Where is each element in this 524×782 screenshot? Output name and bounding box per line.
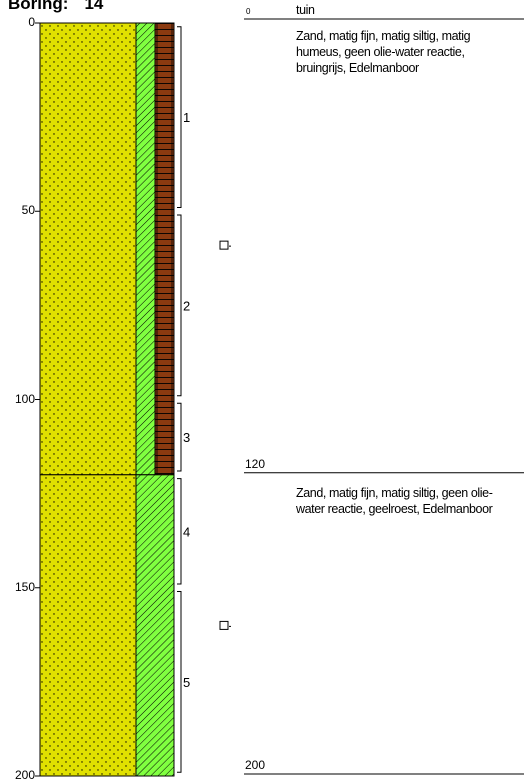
square-marker-icon [219,620,229,630]
soil-layer [39,22,175,476]
observation-marker [219,620,231,630]
square-marker-icon [219,240,229,250]
sample-number: 1 [183,110,190,125]
layer-sand-pattern [40,23,136,475]
layer-humus-pattern [155,23,174,475]
layer-top-depth: 0 [246,7,251,16]
boring-title-label: Boring: [8,0,69,13]
sample-bracket [177,402,182,472]
sample-number: 5 [183,675,190,690]
layer-sand-pattern [40,474,136,776]
boring-title: Boring: 14 [8,0,103,14]
sample-number: 2 [183,298,190,313]
layer-bottom-depth: 200 [245,758,266,772]
depth-tick-label: 50 [21,203,35,218]
sample-interval: 1 [177,26,190,208]
sample-number: 3 [183,430,190,445]
sample-bracket [177,214,182,397]
sample-interval: 2 [177,214,190,397]
layer-bottom-depth: 120 [245,456,266,471]
layer-silt-pattern [136,23,155,475]
sample-bracket [177,26,182,208]
soil-layer [39,474,175,777]
boring-number: 14 [84,0,104,13]
observation-marker [219,240,231,250]
sample-bracket [177,591,182,773]
sample-interval: 5 [177,591,190,773]
depth-tick-label: 0 [28,15,35,29]
sample-number: 4 [183,524,190,539]
sample-interval: 4 [177,478,190,585]
depth-tick-label: 200 [14,768,35,782]
sample-bracket [177,478,182,585]
layer-description: Zand, matig fijn, matig siltig, matig hu… [296,29,471,75]
depth-tick-label: 150 [14,579,35,594]
layer-description: Zand, matig fijn, matig siltig, geen oli… [296,485,493,516]
depth-tick-label: 100 [14,391,35,406]
layer-silt-pattern [136,474,174,776]
sample-interval: 3 [177,402,190,472]
layer-outline [39,474,175,777]
location-label: tuin [296,3,315,17]
